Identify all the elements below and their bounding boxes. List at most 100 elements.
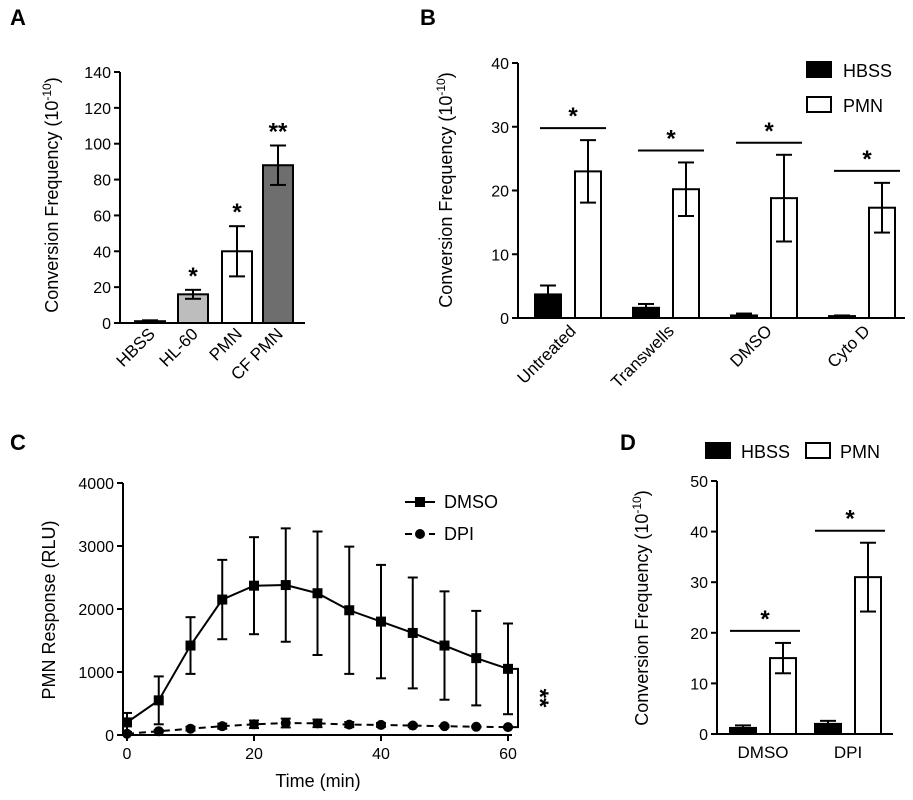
panel-c-point-dpi — [312, 718, 323, 729]
panel-a-y-tick-label: 0 — [102, 316, 111, 333]
panel-c-point-dpi — [280, 718, 291, 729]
panel-c-y-axis-title: PMN Response (RLU) — [39, 520, 59, 699]
panel-d-significance: * — [760, 606, 770, 633]
panel-c-point-dpi — [503, 722, 513, 733]
panel-a-y-tick-label: 140 — [84, 65, 111, 82]
panel-b-category-label: Transwells — [607, 321, 677, 391]
panel-c-point-dmso — [439, 640, 450, 651]
panel-c-point-dmso — [122, 717, 132, 728]
panel-b-y-axis-title-main: Conversion Frequency (10 — [436, 96, 456, 308]
panel-c-point-dmso — [153, 695, 164, 706]
panel-c-point-dmso — [249, 580, 259, 591]
panel-d-category-label: DMSO — [738, 743, 789, 762]
panel-c-point-dmso — [407, 627, 418, 638]
panel-c-point-dpi — [122, 728, 132, 739]
panel-c-y-tick-label: 4000 — [78, 476, 114, 493]
panel-c-point-dpi — [407, 720, 418, 731]
panel-d-y-tick-label: 10 — [690, 676, 708, 693]
panel-b-category-label: DMSO — [726, 321, 775, 370]
panel-letter-b: B — [420, 5, 436, 30]
panel-b-significance: * — [568, 103, 578, 130]
panel-c-point-dmso — [280, 580, 291, 591]
panel-c-significance: ** — [526, 689, 553, 708]
panel-d-significance: * — [845, 506, 855, 533]
panel-b-y-tick-label: 30 — [491, 120, 509, 137]
panel-c-legend-marker-dpi — [415, 529, 425, 539]
panel-b-y-axis-title-exp: -10 — [434, 78, 448, 96]
panel-d-legend-label-hbss: HBSS — [741, 442, 790, 462]
panel-b-y-axis-title: Conversion Frequency (10-10) — [434, 72, 456, 307]
panel-b-significance: * — [666, 125, 676, 152]
panel-c-y-tick-label: 2000 — [78, 602, 114, 619]
panel-c-point-dpi — [471, 721, 482, 732]
panel-b-category-label: Cyto D — [824, 321, 874, 371]
panel-d-y-tick-label: 0 — [699, 727, 708, 744]
panel-a-y-tick-label: 60 — [93, 208, 111, 225]
panel-b-legend-label-pmn: PMN — [843, 96, 883, 116]
panel-b-grouped-bar-chart: 0 10 20 30 40 Conversion Frequency (10-10) * Un… — [434, 56, 905, 392]
panel-b-significance: * — [862, 146, 872, 173]
panel-a-significance: ** — [269, 119, 288, 146]
panel-b-y-tick-label: 20 — [491, 184, 509, 201]
panel-c-y-tick-label: 1000 — [78, 665, 114, 682]
panel-a-bar-chart: 0 20 40 60 80 100 120 140 Conversion Frequency (… — [40, 65, 305, 384]
panel-c-point-dpi — [249, 719, 259, 730]
panel-letter-d: D — [620, 430, 636, 455]
panel-c-x-tick-label: 40 — [372, 746, 390, 763]
panel-c-x-tick-label: 60 — [499, 746, 517, 763]
panel-c-legend-label-dpi: DPI — [444, 524, 474, 544]
panel-c-line-chart: 0 1000 2000 3000 4000 0 20 40 60 Time (min) PMN Re… — [39, 476, 553, 791]
panel-a-y-axis-title-exp: -10 — [40, 83, 54, 101]
panel-c-point-dmso — [344, 605, 355, 616]
panel-c-point-dpi — [185, 723, 196, 734]
panel-a-bar-cf-pmn — [262, 164, 294, 324]
panel-c-point-dpi — [217, 721, 228, 732]
panel-b-y-tick-label: 10 — [491, 247, 509, 264]
panel-c-point-dmso — [312, 588, 323, 599]
panel-d-y-tick-label: 20 — [690, 626, 708, 643]
panel-c-x-tick-label: 20 — [245, 746, 263, 763]
panel-d-y-axis-title: Conversion Frequency (10-10) — [630, 490, 652, 725]
panel-d-y-axis-title-main: Conversion Frequency (10 — [632, 514, 652, 726]
panel-b-significance: * — [764, 118, 774, 145]
panel-a-significance: * — [188, 263, 198, 290]
panel-d-y-axis-title-tail: ) — [632, 490, 652, 496]
panel-a-y-tick-label: 120 — [84, 101, 111, 118]
panel-a-y-tick-label: 20 — [93, 280, 111, 297]
panel-b-legend-label-hbss: HBSS — [843, 61, 892, 81]
panel-letter-c: C — [10, 430, 26, 455]
panel-c-point-dmso — [217, 594, 228, 605]
panel-d-category-label: DPI — [834, 743, 862, 762]
panel-d-legend-swatch-hbss — [705, 442, 731, 459]
panel-c-point-dmso — [185, 640, 196, 651]
panel-a-significance: * — [232, 199, 242, 226]
panel-b-y-axis-title-tail: ) — [436, 72, 456, 78]
panel-c-point-dmso — [376, 616, 386, 627]
panel-d-y-tick-label: 30 — [690, 575, 708, 592]
panel-c-legend-marker-dmso — [415, 497, 425, 507]
panel-d-y-tick-label: 40 — [690, 525, 708, 542]
panel-b-legend-swatch-hbss — [806, 61, 832, 78]
panel-a-y-tick-label: 100 — [84, 137, 111, 154]
panel-c-point-dmso — [471, 653, 482, 664]
panel-b-legend-swatch-pmn — [806, 96, 832, 113]
panel-c-point-dpi — [439, 721, 450, 732]
panel-c-point-dpi — [376, 719, 386, 730]
panel-a-y-tick-label: 40 — [93, 244, 111, 261]
panel-c-y-tick-label: 3000 — [78, 539, 114, 556]
panel-d-legend-swatch-pmn — [805, 442, 831, 459]
panel-a-y-axis-title-tail: ) — [42, 77, 62, 83]
panel-letter-a: A — [10, 5, 26, 30]
panel-a-y-axis-title-main: Conversion Frequency (10 — [42, 101, 62, 313]
panel-c-legend-label-dmso: DMSO — [444, 492, 498, 512]
panel-a-y-tick-label: 80 — [93, 173, 111, 190]
panel-c-point-dpi — [153, 726, 164, 737]
panel-c-x-tick-label: 0 — [123, 746, 132, 763]
panel-c-y-tick-label: 0 — [105, 728, 114, 745]
panel-a-category-label: HBSS — [113, 324, 159, 370]
panel-a-category-label: HL-60 — [156, 324, 202, 370]
panel-c-point-dmso — [503, 663, 513, 674]
panel-c-significance-bracket — [512, 667, 519, 729]
panel-c-point-dpi — [344, 719, 355, 730]
